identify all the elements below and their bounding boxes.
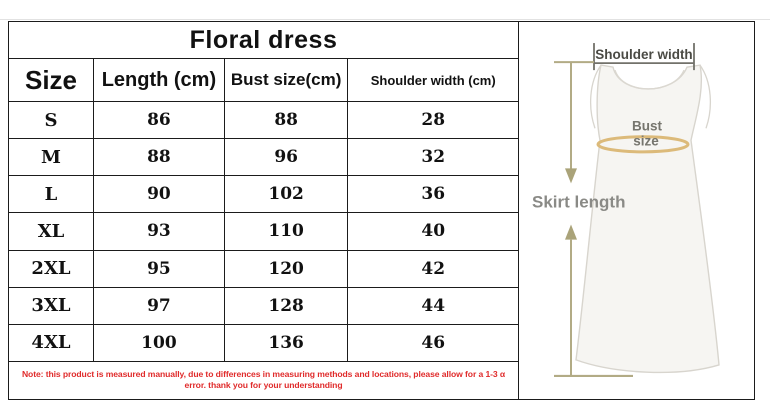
length-value: 93	[94, 213, 225, 250]
note-text: Note: this product is measured manually,…	[21, 368, 506, 391]
bust-value: 102	[225, 176, 349, 213]
size-chart-container: Floral dress Size Length (cm) Bust size(…	[8, 21, 755, 400]
size-value: 3XL	[9, 287, 94, 324]
size-value: L	[9, 176, 94, 213]
header-size: Size	[9, 59, 94, 101]
shoulder-width-dimension: Shoulder width	[593, 43, 695, 71]
table-title-row: Floral dress	[9, 22, 518, 59]
header-bust: Bust size(cm)	[225, 59, 349, 101]
length-value: 97	[94, 287, 225, 324]
bust-label-line2: size	[633, 133, 659, 148]
bust-value: 96	[225, 139, 349, 176]
bust-value: 110	[225, 213, 349, 250]
shoulder-value: 46	[421, 332, 446, 353]
measurement-note: Note: this product is measured manually,…	[9, 362, 518, 399]
dress-silhouette	[575, 64, 720, 374]
length-value: 90	[94, 176, 225, 213]
length-value: 95	[94, 250, 225, 287]
table-row-s: S 86 88 28	[9, 102, 518, 140]
collar-inner-line	[614, 69, 685, 90]
size-value: S	[9, 102, 94, 139]
product-title: Floral dress	[189, 25, 338, 54]
bust-label-line1: Bust	[632, 118, 662, 133]
size-table: Floral dress Size Length (cm) Bust size(…	[9, 22, 519, 399]
up-arrow-icon	[565, 224, 577, 240]
shoulder-value: 32	[421, 147, 446, 168]
down-arrow-icon	[565, 168, 577, 184]
skirt-length-dimension	[554, 61, 633, 377]
page-edge-line	[0, 19, 770, 20]
shoulder-value: 40	[421, 221, 446, 242]
bust-size-label-group: Bust size	[632, 118, 662, 148]
bust-value: 128	[225, 287, 349, 324]
shoulder-value: 36	[421, 184, 446, 205]
shoulder-value: 28	[421, 110, 446, 131]
size-value: 4XL	[9, 324, 94, 361]
table-row-2xl: 2XL 95 120 42	[9, 250, 518, 288]
dress-diagram-panel: Shoulder width Bust size Skirt length	[519, 22, 754, 399]
skirt-length-label: Skirt length	[532, 192, 625, 211]
shoulder-value: 42	[421, 258, 446, 279]
table-header-row: Size Length (cm) Bust size(cm) Shoulder …	[9, 59, 518, 102]
right-sleeve-line	[699, 64, 711, 129]
size-value: 2XL	[9, 250, 94, 287]
bust-value: 120	[225, 250, 349, 287]
length-value: 88	[94, 139, 225, 176]
size-value: M	[9, 139, 94, 176]
length-value: 86	[94, 102, 225, 139]
table-row-xl: XL 93 110 40	[9, 213, 518, 251]
header-length: Length (cm)	[94, 59, 225, 101]
table-row-4xl: 4XL 100 136 46	[9, 324, 518, 362]
table-row-3xl: 3XL 97 128 44	[9, 287, 518, 325]
bust-value: 136	[225, 324, 349, 361]
shoulder-width-label: Shoulder width	[595, 47, 692, 62]
header-shoulder: Shoulder width (cm)	[370, 72, 496, 88]
length-value: 100	[94, 324, 225, 361]
shoulder-value: 44	[421, 295, 446, 316]
bust-ellipse	[596, 135, 690, 154]
table-row-m: M 88 96 32	[9, 139, 518, 177]
dress-illustration	[575, 64, 720, 374]
bust-value: 88	[225, 102, 349, 139]
left-sleeve-line	[590, 64, 602, 129]
dress-diagram: Shoulder width Bust size Skirt length	[532, 43, 720, 377]
table-row-l: L 90 102 36	[9, 176, 518, 214]
size-value: XL	[9, 213, 94, 250]
